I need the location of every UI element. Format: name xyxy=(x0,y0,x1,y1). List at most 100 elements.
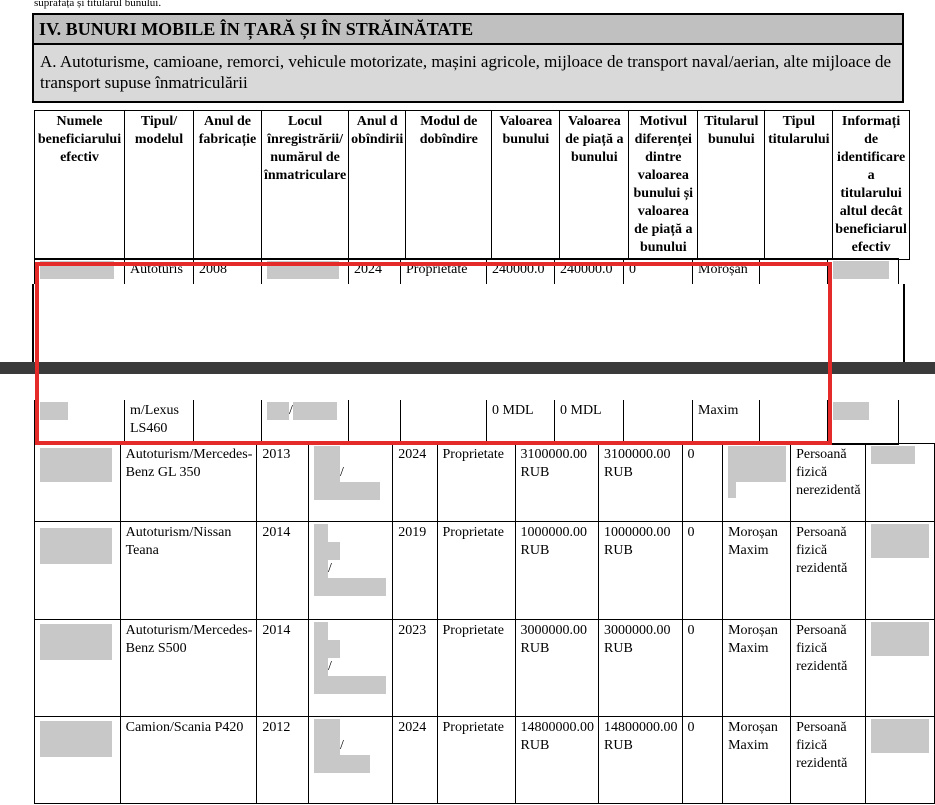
cell-holder: Moroșan Maxim xyxy=(722,521,792,620)
cell-holder-type: Persoană fizică rezidentă xyxy=(790,521,866,620)
col-header-market-value: Valoarea de piață a bunului xyxy=(559,110,630,260)
registration-separator: / xyxy=(327,561,332,576)
cell-market: 14800000.00 RUB xyxy=(598,716,683,804)
cell-holder-type xyxy=(759,258,828,285)
redaction-block xyxy=(728,482,737,498)
redaction-block xyxy=(870,719,929,753)
table-row-lexus-bottom: m/Lexus LS460 / 0 MDL 0 MDL Maxim xyxy=(34,400,899,445)
table-row: Autoturism/Mercedes-Benz S500 2014 / 202… xyxy=(34,619,935,717)
cell-year: 2013 xyxy=(256,443,309,522)
cell-acq-year: 2024 xyxy=(392,716,438,804)
registration-separator: / xyxy=(289,403,293,418)
cell-reason: 0 xyxy=(681,521,724,620)
registration-separator: / xyxy=(339,465,344,480)
cell-mode: Proprietate xyxy=(436,443,516,522)
cell-market: 0 MDL xyxy=(554,400,624,445)
cell-beneficiary xyxy=(34,619,121,717)
cell-year: 2008 xyxy=(193,258,262,285)
registration-separator: / xyxy=(327,659,332,674)
cell-market: 1000000.00 RUB xyxy=(598,521,683,620)
redaction-block xyxy=(313,482,380,500)
redaction-block xyxy=(313,622,328,640)
cell-reason: 0 xyxy=(681,443,724,522)
cell-reason: 0 xyxy=(623,258,693,285)
cell-beneficiary xyxy=(34,521,121,620)
cell-holder-type xyxy=(759,400,828,445)
col-header-holder: Titularul bunului xyxy=(697,110,766,260)
cell-holder-id xyxy=(827,258,899,285)
redaction-block xyxy=(313,542,340,560)
redaction-block xyxy=(728,446,787,482)
cell-reason: 0 xyxy=(681,619,724,717)
col-header-holder-type: Tipul titularului xyxy=(764,110,834,260)
cell-registration: / xyxy=(307,521,394,620)
redaction-block xyxy=(313,737,340,755)
table-row: Autoturism/Nissan Teana 2014 / 2019 Prop… xyxy=(34,521,935,620)
redaction-block xyxy=(313,578,386,596)
cell-holder: Maxim xyxy=(692,400,760,445)
table-row: Autoturism/Mercedes-Benz GL 350 2013 / 2… xyxy=(34,443,935,522)
redaction-block xyxy=(40,624,112,660)
page-break-band xyxy=(0,362,935,374)
cell-year: 2014 xyxy=(256,619,309,717)
col-header-difference-reason: Motivul diferenței dintre valoarea bunul… xyxy=(628,110,699,260)
cell-year: 2012 xyxy=(256,716,309,804)
cell-registration: / xyxy=(307,443,394,522)
page-gap xyxy=(0,284,935,362)
cell-acq-year: 2024 xyxy=(348,258,401,285)
col-header-model: Tipul/ modelul xyxy=(124,110,194,260)
cell-beneficiary xyxy=(34,443,121,522)
cell-registration: / xyxy=(261,400,349,445)
col-header-acquisition-year: Anul d obîndirii xyxy=(348,110,407,260)
cell-year xyxy=(193,400,262,445)
redaction-block xyxy=(313,719,340,737)
cell-holder-id xyxy=(864,521,935,620)
redaction-block xyxy=(40,448,112,482)
redaction-block xyxy=(267,261,339,279)
cell-value: 1000000.00 RUB xyxy=(514,521,600,620)
cell-market: 3000000.00 RUB xyxy=(598,619,683,717)
cell-holder-id xyxy=(864,716,935,804)
cell-model: Autoturism/Nissan Teana xyxy=(119,521,258,620)
cell-registration: / xyxy=(307,716,394,804)
cell-holder-type: Persoană fizică rezidentă xyxy=(790,619,866,717)
redaction-block xyxy=(313,755,370,773)
col-header-value: Valoarea bunului xyxy=(491,110,561,260)
redaction-block xyxy=(870,524,929,558)
col-header-acquisition-mode: Modul de dobîndire xyxy=(405,110,493,260)
cell-value: 240000.0 xyxy=(486,258,555,285)
col-header-holder-id: Informați de identificare a titularului … xyxy=(832,110,910,260)
redaction-block xyxy=(40,402,68,420)
redaction-block xyxy=(292,402,337,420)
redaction-block xyxy=(40,721,112,757)
cell-mode: Proprietate xyxy=(436,716,516,804)
page-gap xyxy=(0,374,935,400)
table-header: Numele beneficiarului efectiv Tipul/ mod… xyxy=(34,110,910,260)
redaction-block xyxy=(833,402,869,420)
cell-holder xyxy=(722,443,792,522)
cell-value: 3100000.00 RUB xyxy=(514,443,600,522)
redaction-block xyxy=(833,261,889,279)
cell-holder: Moroșan xyxy=(692,258,760,285)
cell-model: Camion/Scania P420 xyxy=(119,716,258,804)
cell-registration xyxy=(261,258,349,285)
col-header-registration: Locul înregistrării/ numărul de înmatric… xyxy=(260,110,350,260)
redaction-block xyxy=(313,676,386,694)
section-title: IV. BUNURI MOBILE ÎN ȚARĂ ȘI ÎN STRĂINĂT… xyxy=(32,13,904,45)
table-border-left xyxy=(32,284,34,362)
cell-registration: / xyxy=(307,619,394,717)
cell-holder: Moroșan Maxim xyxy=(722,619,792,717)
cell-beneficiary xyxy=(34,716,121,804)
table-row: Camion/Scania P420 2012 / 2024 Proprieta… xyxy=(34,716,935,804)
cell-reason xyxy=(623,400,693,445)
top-note: suprafața și titularul bunului. xyxy=(34,0,162,9)
cell-holder-type: Persoană fizică nerezidentă xyxy=(790,443,866,522)
redaction-block xyxy=(870,622,929,656)
col-header-manufacture-year: Anul de fabricație xyxy=(193,110,262,260)
cell-acq-year: 2024 xyxy=(392,443,438,522)
col-header-beneficiary: Numele beneficiarului efectiv xyxy=(34,110,125,260)
cell-model: Autoturis xyxy=(124,258,194,285)
cell-acq-year xyxy=(348,400,401,445)
redaction-block xyxy=(870,446,915,464)
cell-holder-id xyxy=(864,443,935,522)
